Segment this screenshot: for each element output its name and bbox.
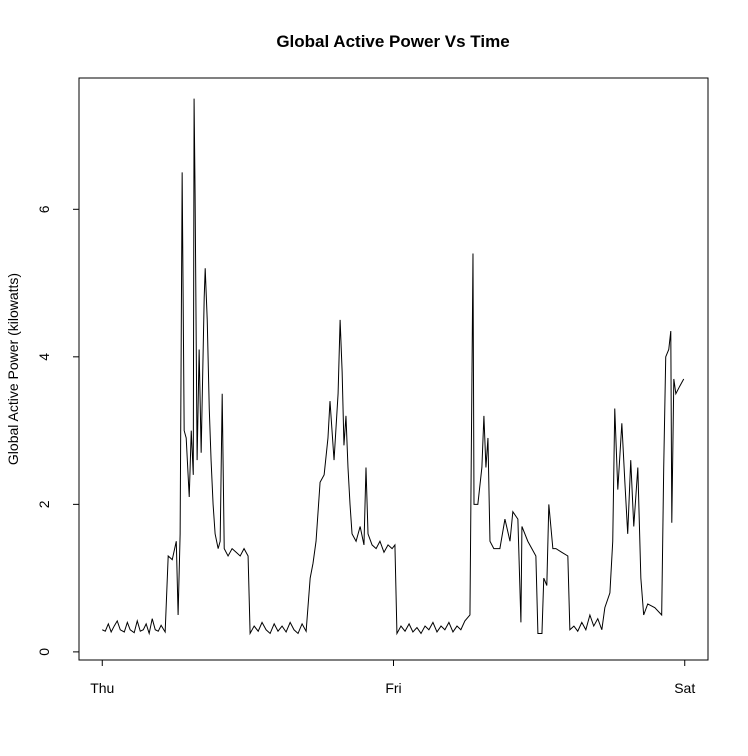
y-tick-label: 0 xyxy=(36,648,52,656)
y-axis-label: Global Active Power (kilowatts) xyxy=(5,273,21,465)
y-tick-label: 4 xyxy=(36,353,52,361)
x-tick-label: Fri xyxy=(385,680,401,696)
x-tick-label: Thu xyxy=(90,680,114,696)
data-line xyxy=(102,98,685,636)
y-tick-label: 2 xyxy=(36,500,52,508)
y-tick-label: 6 xyxy=(36,205,52,213)
plot-box xyxy=(78,77,709,661)
x-tick-label: Sat xyxy=(674,680,695,696)
chart-title: Global Active Power Vs Time xyxy=(276,32,509,51)
